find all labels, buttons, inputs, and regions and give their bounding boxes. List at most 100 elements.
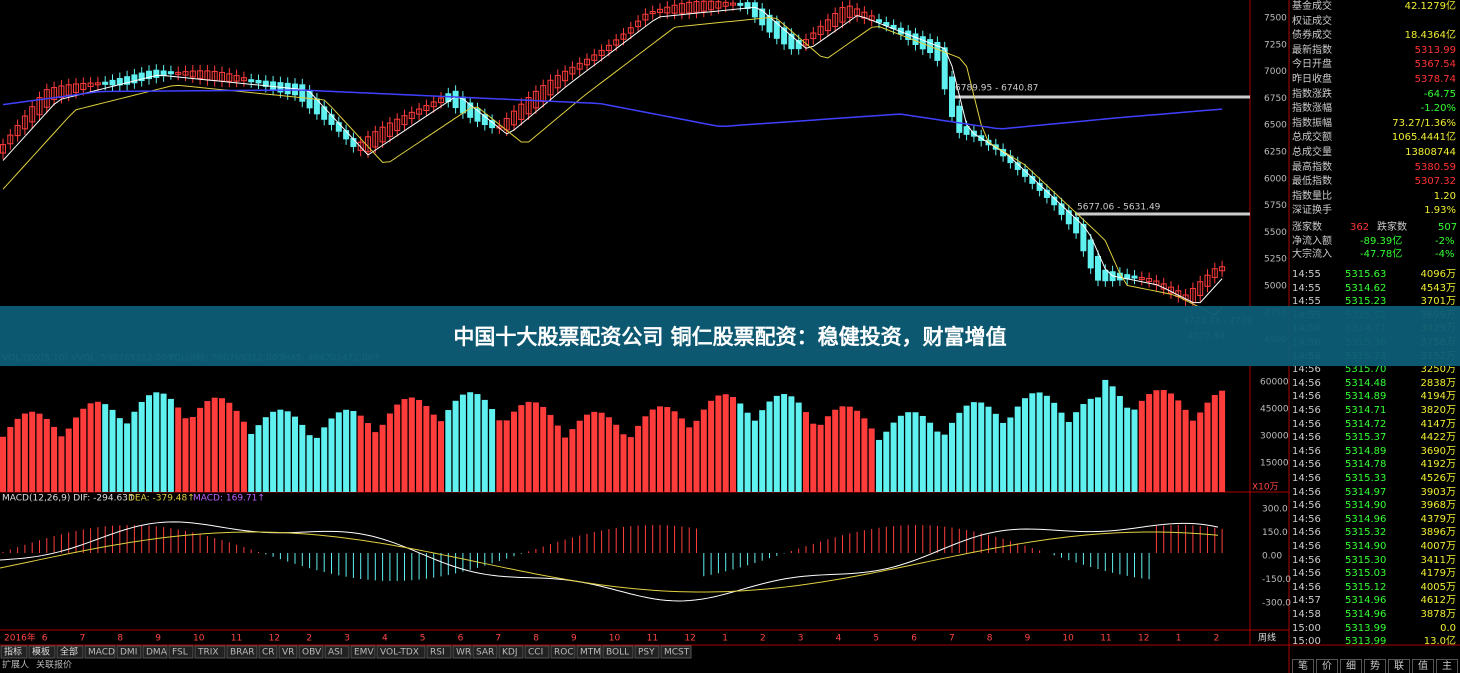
decor-volume [897,415,904,492]
info-value: 5367.54 [1414,59,1456,71]
tab-label[interactable]: CR [262,648,275,658]
sub-tab[interactable]: 关联报价 [36,659,72,671]
decor-volume [1204,402,1211,492]
tick-time: 14:55 [1292,296,1321,308]
decor-candle [598,49,605,57]
tick-volume: 4147万 [1420,418,1456,430]
tab-label[interactable]: KDJ [502,648,518,658]
tab[interactable] [602,645,634,659]
tab[interactable] [258,645,278,659]
bottom-button[interactable]: 势 [1364,659,1386,673]
tick-time: 14:56 [1292,405,1321,416]
tab-label[interactable]: MACD [88,648,115,658]
decor-volume [131,411,138,492]
decor-candle [671,4,678,14]
tab[interactable] [226,645,258,659]
bottom-button[interactable]: 联 [1388,659,1410,673]
tab[interactable] [116,645,142,659]
tab[interactable] [426,645,452,659]
tick-time: 14:56 [1292,432,1321,444]
tab-label[interactable]: VR [282,648,294,658]
tab[interactable] [84,645,116,659]
decor-volume [854,410,861,492]
tab[interactable] [142,645,168,659]
decor-volume [1197,412,1204,492]
tab-label[interactable]: WR [456,648,471,658]
decor-candle [766,14,773,33]
decor-volume [445,410,452,492]
tab-label[interactable]: MTM [580,648,601,658]
tab[interactable] [350,645,376,659]
tab-label[interactable]: TRIX [197,648,219,658]
tab-label[interactable]: 模板 [32,646,50,658]
tab-label[interactable]: ROC [554,648,574,658]
decor-volume [1029,393,1036,492]
info-label: 最新指数 [1292,44,1332,56]
tab-label[interactable]: 全部 [60,646,78,658]
tab-label[interactable]: BOLL [606,648,629,658]
decor-candle [511,110,517,126]
decor-volume [102,404,109,492]
price-axis-label: 5750 [1264,201,1287,211]
tab[interactable] [376,645,426,659]
tab[interactable] [28,645,56,659]
bottom-button[interactable]: 值 [1412,659,1434,673]
decor-candle [167,71,174,75]
tab[interactable] [472,645,498,659]
tab[interactable] [550,645,576,659]
tab[interactable] [576,645,602,659]
tab-label[interactable]: BRAR [230,648,254,658]
decor-candle [1065,210,1072,225]
decor-candle [934,41,941,61]
volume-axis-label: 30000 [1260,432,1289,442]
decor-candle [1073,217,1080,234]
decor-volume [51,426,58,492]
tab-label[interactable]: VOL-TDX [380,648,419,658]
tab[interactable] [278,645,298,659]
decor-volume [795,402,802,492]
decor-volume [73,417,79,492]
tab-label[interactable]: ASI [328,648,343,658]
tab-label[interactable]: MCST [664,648,690,658]
tab[interactable] [324,645,350,659]
tab[interactable] [634,645,660,659]
bottom-button[interactable]: 细 [1340,659,1362,673]
tab-label[interactable]: EMV [354,648,374,658]
tab[interactable] [56,645,84,659]
tick-price: 5314.97 [1345,486,1387,498]
tick-volume: 4543万 [1420,282,1456,294]
decor-candle [664,6,671,14]
time-axis-label: 2 [306,634,312,644]
tab[interactable] [524,645,550,659]
bottom-button[interactable]: 笔 [1292,659,1314,673]
tick-volume: 2838万 [1420,377,1456,389]
tick-price: 5314.48 [1345,377,1387,389]
tab-label[interactable]: 指标 [4,646,22,658]
decor-candle [700,0,707,12]
tab-label[interactable]: FSL [172,648,188,658]
decor-volume [744,412,751,492]
info-value: 5378.74 [1414,74,1456,85]
decor-volume [1124,407,1131,492]
tab[interactable] [498,645,524,659]
tab[interactable] [0,645,28,659]
decor-volume [686,427,693,492]
tab[interactable] [660,645,692,659]
tab-label[interactable]: DMA [146,648,168,658]
tab[interactable] [298,645,324,659]
tab-label[interactable]: OBV [302,648,322,658]
decor-candle [1138,276,1145,280]
tab-label[interactable]: PSY [638,648,655,658]
tab[interactable] [194,645,226,659]
tab[interactable] [452,645,472,659]
bottom-button[interactable]: 价 [1316,659,1338,673]
tab-label[interactable]: SAR [476,648,494,658]
tab-label[interactable]: CCI [528,648,543,658]
tab-label[interactable]: RSI [430,648,445,658]
sub-tab[interactable]: 扩展人 [2,659,29,671]
bottom-button[interactable]: 主 [1436,659,1458,673]
decor-volume [1138,400,1145,492]
tab[interactable] [168,645,194,659]
decor-volume [1116,395,1123,492]
tab-label[interactable]: DMI [120,648,137,658]
